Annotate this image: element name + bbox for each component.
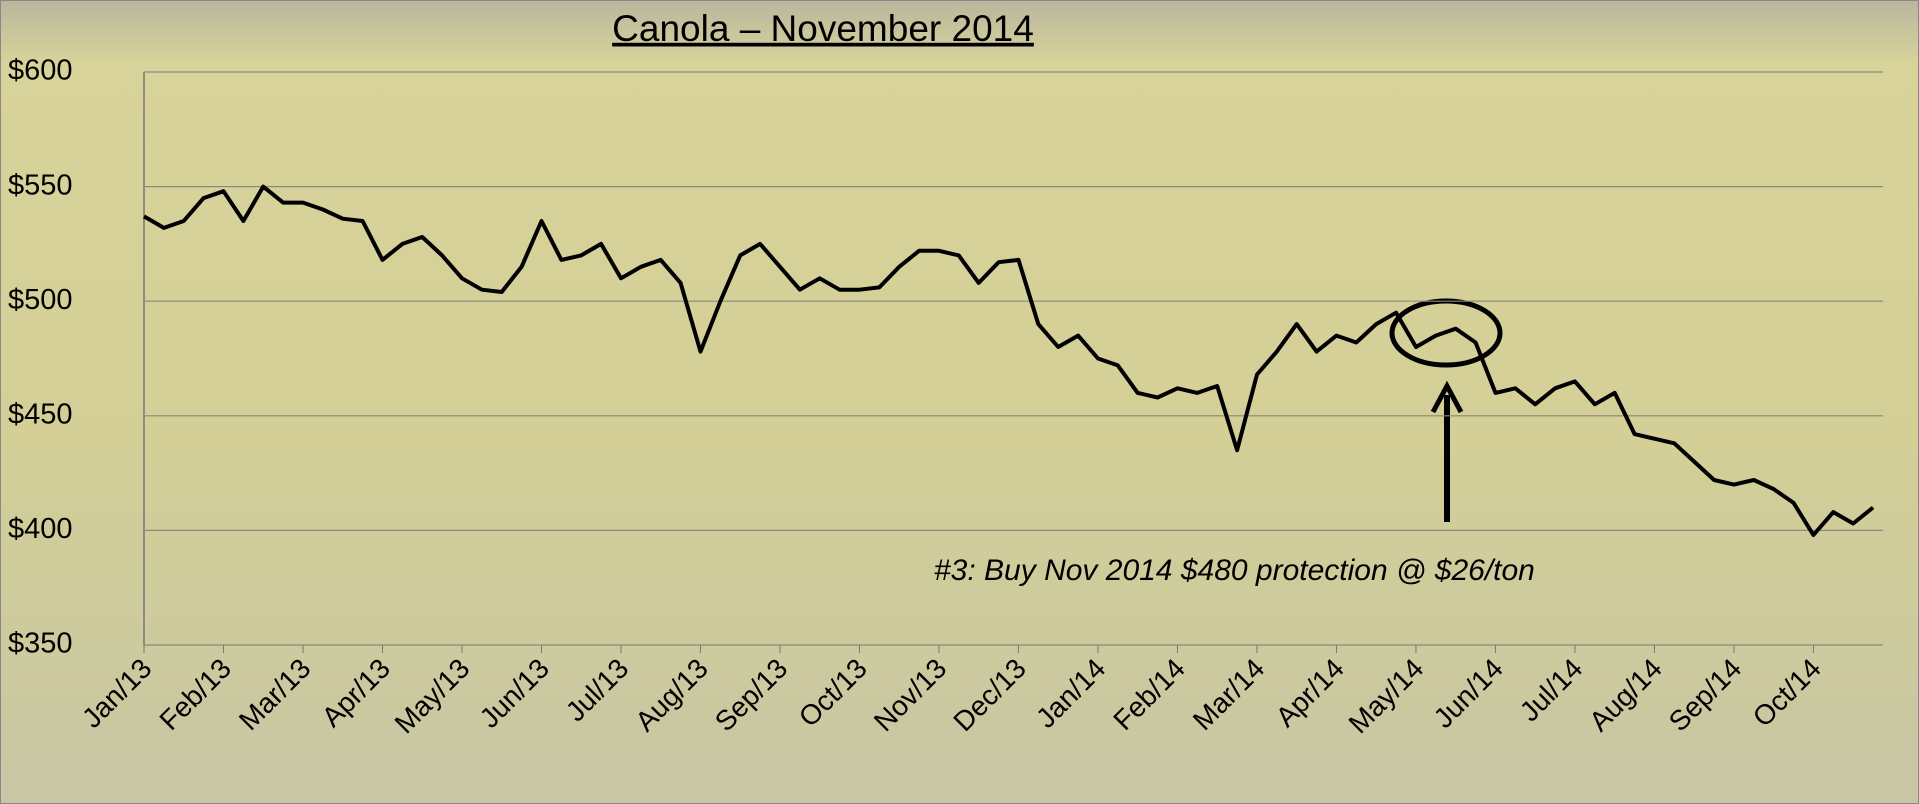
y-tick-label: $600 <box>8 55 73 87</box>
chart-title: Canola – November 2014 <box>612 8 1034 49</box>
y-tick-label: $450 <box>8 398 73 430</box>
y-tick-label: $400 <box>8 513 73 545</box>
y-tick-label: $550 <box>8 169 73 201</box>
annotation: #3: Buy Nov 2014 $480 protection @ $26/t… <box>934 554 1535 587</box>
y-tick-label: $350 <box>8 628 73 660</box>
y-tick-label: $500 <box>8 284 73 316</box>
chart: Canola – November 2014 #3: Buy Nov 2014 … <box>0 0 1919 804</box>
